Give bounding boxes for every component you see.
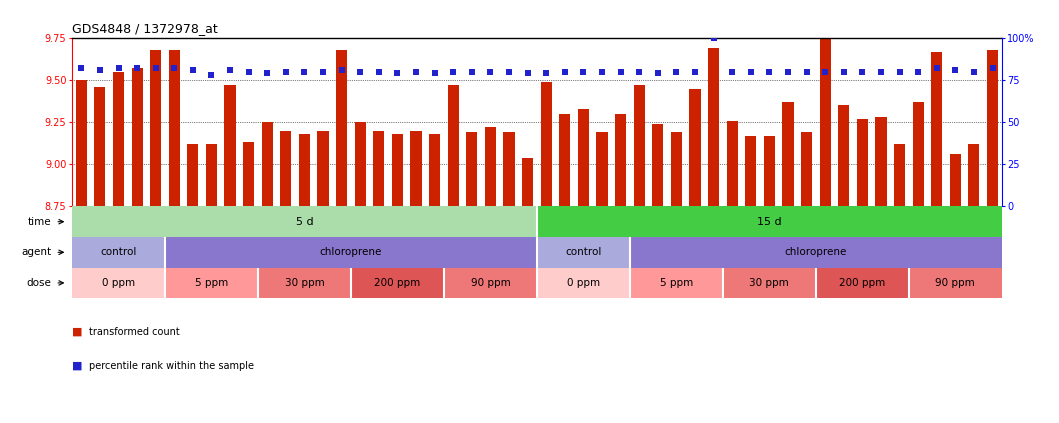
- Text: 5 ppm: 5 ppm: [195, 278, 228, 288]
- Bar: [299, 134, 310, 206]
- Text: 30 ppm: 30 ppm: [285, 278, 324, 288]
- Text: chloroprene: chloroprene: [785, 247, 847, 257]
- Bar: [373, 131, 384, 206]
- Bar: [633, 85, 645, 206]
- Bar: [392, 134, 403, 206]
- Bar: [764, 136, 775, 206]
- Bar: [726, 121, 738, 206]
- Text: agent: agent: [21, 247, 52, 257]
- Bar: [950, 154, 961, 206]
- Bar: [411, 131, 421, 206]
- Bar: [150, 50, 161, 206]
- Bar: [968, 144, 980, 206]
- Text: dose: dose: [26, 278, 52, 288]
- Bar: [578, 109, 589, 206]
- Bar: [76, 80, 87, 206]
- Text: 90 ppm: 90 ppm: [935, 278, 975, 288]
- Text: 5 d: 5 d: [295, 217, 313, 227]
- Bar: [723, 268, 815, 298]
- Bar: [894, 144, 905, 206]
- Text: percentile rank within the sample: percentile rank within the sample: [89, 361, 254, 371]
- Bar: [541, 82, 552, 206]
- Bar: [746, 136, 756, 206]
- Bar: [876, 117, 886, 206]
- Bar: [466, 132, 478, 206]
- Bar: [537, 206, 1002, 237]
- Text: 200 ppm: 200 ppm: [374, 278, 420, 288]
- Bar: [355, 122, 365, 206]
- Bar: [815, 268, 909, 298]
- Text: GDS4848 / 1372978_at: GDS4848 / 1372978_at: [72, 22, 218, 36]
- Bar: [630, 237, 1002, 268]
- Bar: [559, 114, 571, 206]
- Bar: [913, 102, 923, 206]
- Bar: [262, 122, 273, 206]
- Bar: [689, 88, 701, 206]
- Bar: [537, 237, 630, 268]
- Bar: [165, 268, 258, 298]
- Bar: [131, 69, 143, 206]
- Text: time: time: [28, 217, 52, 227]
- Bar: [522, 158, 533, 206]
- Text: 30 ppm: 30 ppm: [750, 278, 789, 288]
- Bar: [485, 127, 496, 206]
- Text: ■: ■: [72, 327, 83, 337]
- Bar: [630, 268, 723, 298]
- Text: 5 ppm: 5 ppm: [660, 278, 693, 288]
- Bar: [258, 268, 351, 298]
- Bar: [225, 85, 236, 206]
- Bar: [820, 0, 830, 206]
- Text: 200 ppm: 200 ppm: [839, 278, 885, 288]
- Bar: [336, 50, 347, 206]
- Bar: [72, 237, 165, 268]
- Bar: [205, 144, 217, 206]
- Bar: [931, 52, 943, 206]
- Bar: [168, 50, 180, 206]
- Text: control: control: [566, 247, 602, 257]
- Bar: [670, 132, 682, 206]
- Bar: [113, 72, 124, 206]
- Bar: [318, 131, 328, 206]
- Bar: [351, 268, 444, 298]
- Bar: [596, 132, 608, 206]
- Bar: [448, 85, 459, 206]
- Bar: [615, 114, 626, 206]
- Bar: [857, 119, 868, 206]
- Bar: [72, 268, 165, 298]
- Text: 0 ppm: 0 ppm: [567, 278, 600, 288]
- Text: ■: ■: [72, 361, 83, 371]
- Bar: [987, 50, 998, 206]
- Bar: [537, 268, 630, 298]
- Bar: [244, 143, 254, 206]
- Bar: [444, 268, 537, 298]
- Bar: [783, 102, 793, 206]
- Text: 0 ppm: 0 ppm: [102, 278, 136, 288]
- Text: control: control: [101, 247, 137, 257]
- Text: chloroprene: chloroprene: [320, 247, 382, 257]
- Bar: [652, 124, 663, 206]
- Bar: [838, 105, 849, 206]
- Bar: [187, 144, 198, 206]
- Bar: [909, 268, 1002, 298]
- Bar: [72, 206, 537, 237]
- Bar: [708, 48, 719, 206]
- Bar: [281, 131, 291, 206]
- Bar: [165, 237, 537, 268]
- Text: 15 d: 15 d: [757, 217, 782, 227]
- Bar: [429, 134, 441, 206]
- Text: 90 ppm: 90 ppm: [470, 278, 510, 288]
- Bar: [503, 132, 515, 206]
- Bar: [801, 132, 812, 206]
- Text: transformed count: transformed count: [89, 327, 180, 337]
- Bar: [94, 87, 106, 206]
